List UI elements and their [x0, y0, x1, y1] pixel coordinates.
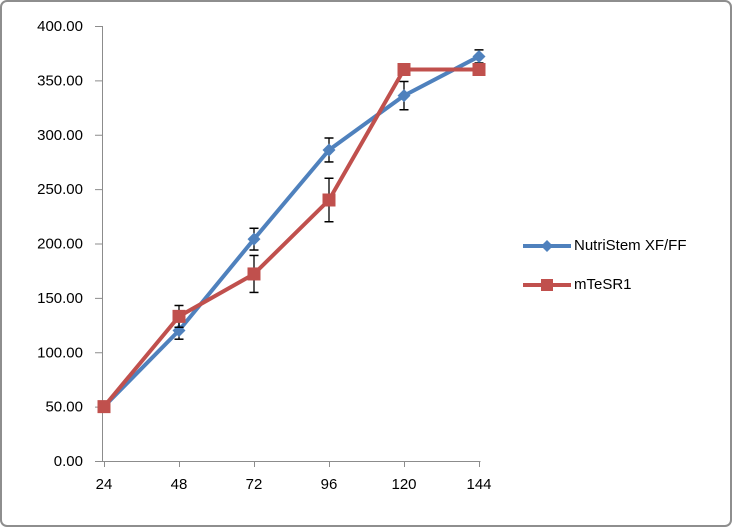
legend-label: NutriStem XF/FF — [574, 237, 687, 254]
marker-square-mtesr1 — [397, 63, 411, 76]
marker-diamond-nutristem-xf-ff — [247, 232, 261, 246]
marker-square-mtesr1 — [97, 400, 111, 414]
series-line-mtesr1 — [102, 67, 481, 409]
legend-marker-square-icon — [523, 278, 571, 291]
y-tick-label: 50.00 — [45, 399, 83, 416]
legend-marker — [541, 278, 553, 291]
y-tick-label: 400.00 — [37, 18, 83, 35]
x-tick-label: 96 — [321, 476, 338, 493]
x-tick-label: 120 — [391, 476, 416, 493]
series-line-nutristem-xf-ff — [102, 54, 481, 409]
marker-diamond-nutristem-xf-ff — [397, 89, 411, 103]
y-tick-label: 300.00 — [37, 127, 83, 144]
legend-label: mTeSR1 — [574, 276, 632, 293]
legend-item-nutristem-xf-ff: NutriStem XF/FF — [523, 235, 687, 256]
y-tick-label: 200.00 — [37, 236, 83, 253]
y-tick-label: 100.00 — [37, 344, 83, 361]
marker-square-mtesr1 — [247, 267, 261, 281]
x-tick-label: 48 — [171, 476, 188, 493]
x-tick-label: 24 — [96, 476, 113, 493]
marker-diamond-nutristem-xf-ff — [472, 49, 486, 63]
marker-square-mtesr1 — [322, 193, 336, 207]
y-tick-label: 250.00 — [37, 181, 83, 198]
marker-square-mtesr1 — [172, 309, 186, 323]
legend-marker-diamond-icon — [523, 239, 571, 252]
y-tick-label: 0.00 — [54, 453, 83, 470]
chart-legend: NutriStem XF/FF mTeSR1 — [523, 235, 687, 295]
y-tick-label: 150.00 — [37, 290, 83, 307]
x-tick-label: 72 — [246, 476, 263, 493]
x-tick-label: 144 — [466, 476, 491, 493]
legend-marker — [541, 239, 553, 252]
marker-square-mtesr1 — [472, 63, 486, 76]
y-tick-label: 350.00 — [37, 72, 83, 89]
marker-diamond-nutristem-xf-ff — [322, 143, 336, 157]
legend-item-mtesr1: mTeSR1 — [523, 274, 687, 295]
